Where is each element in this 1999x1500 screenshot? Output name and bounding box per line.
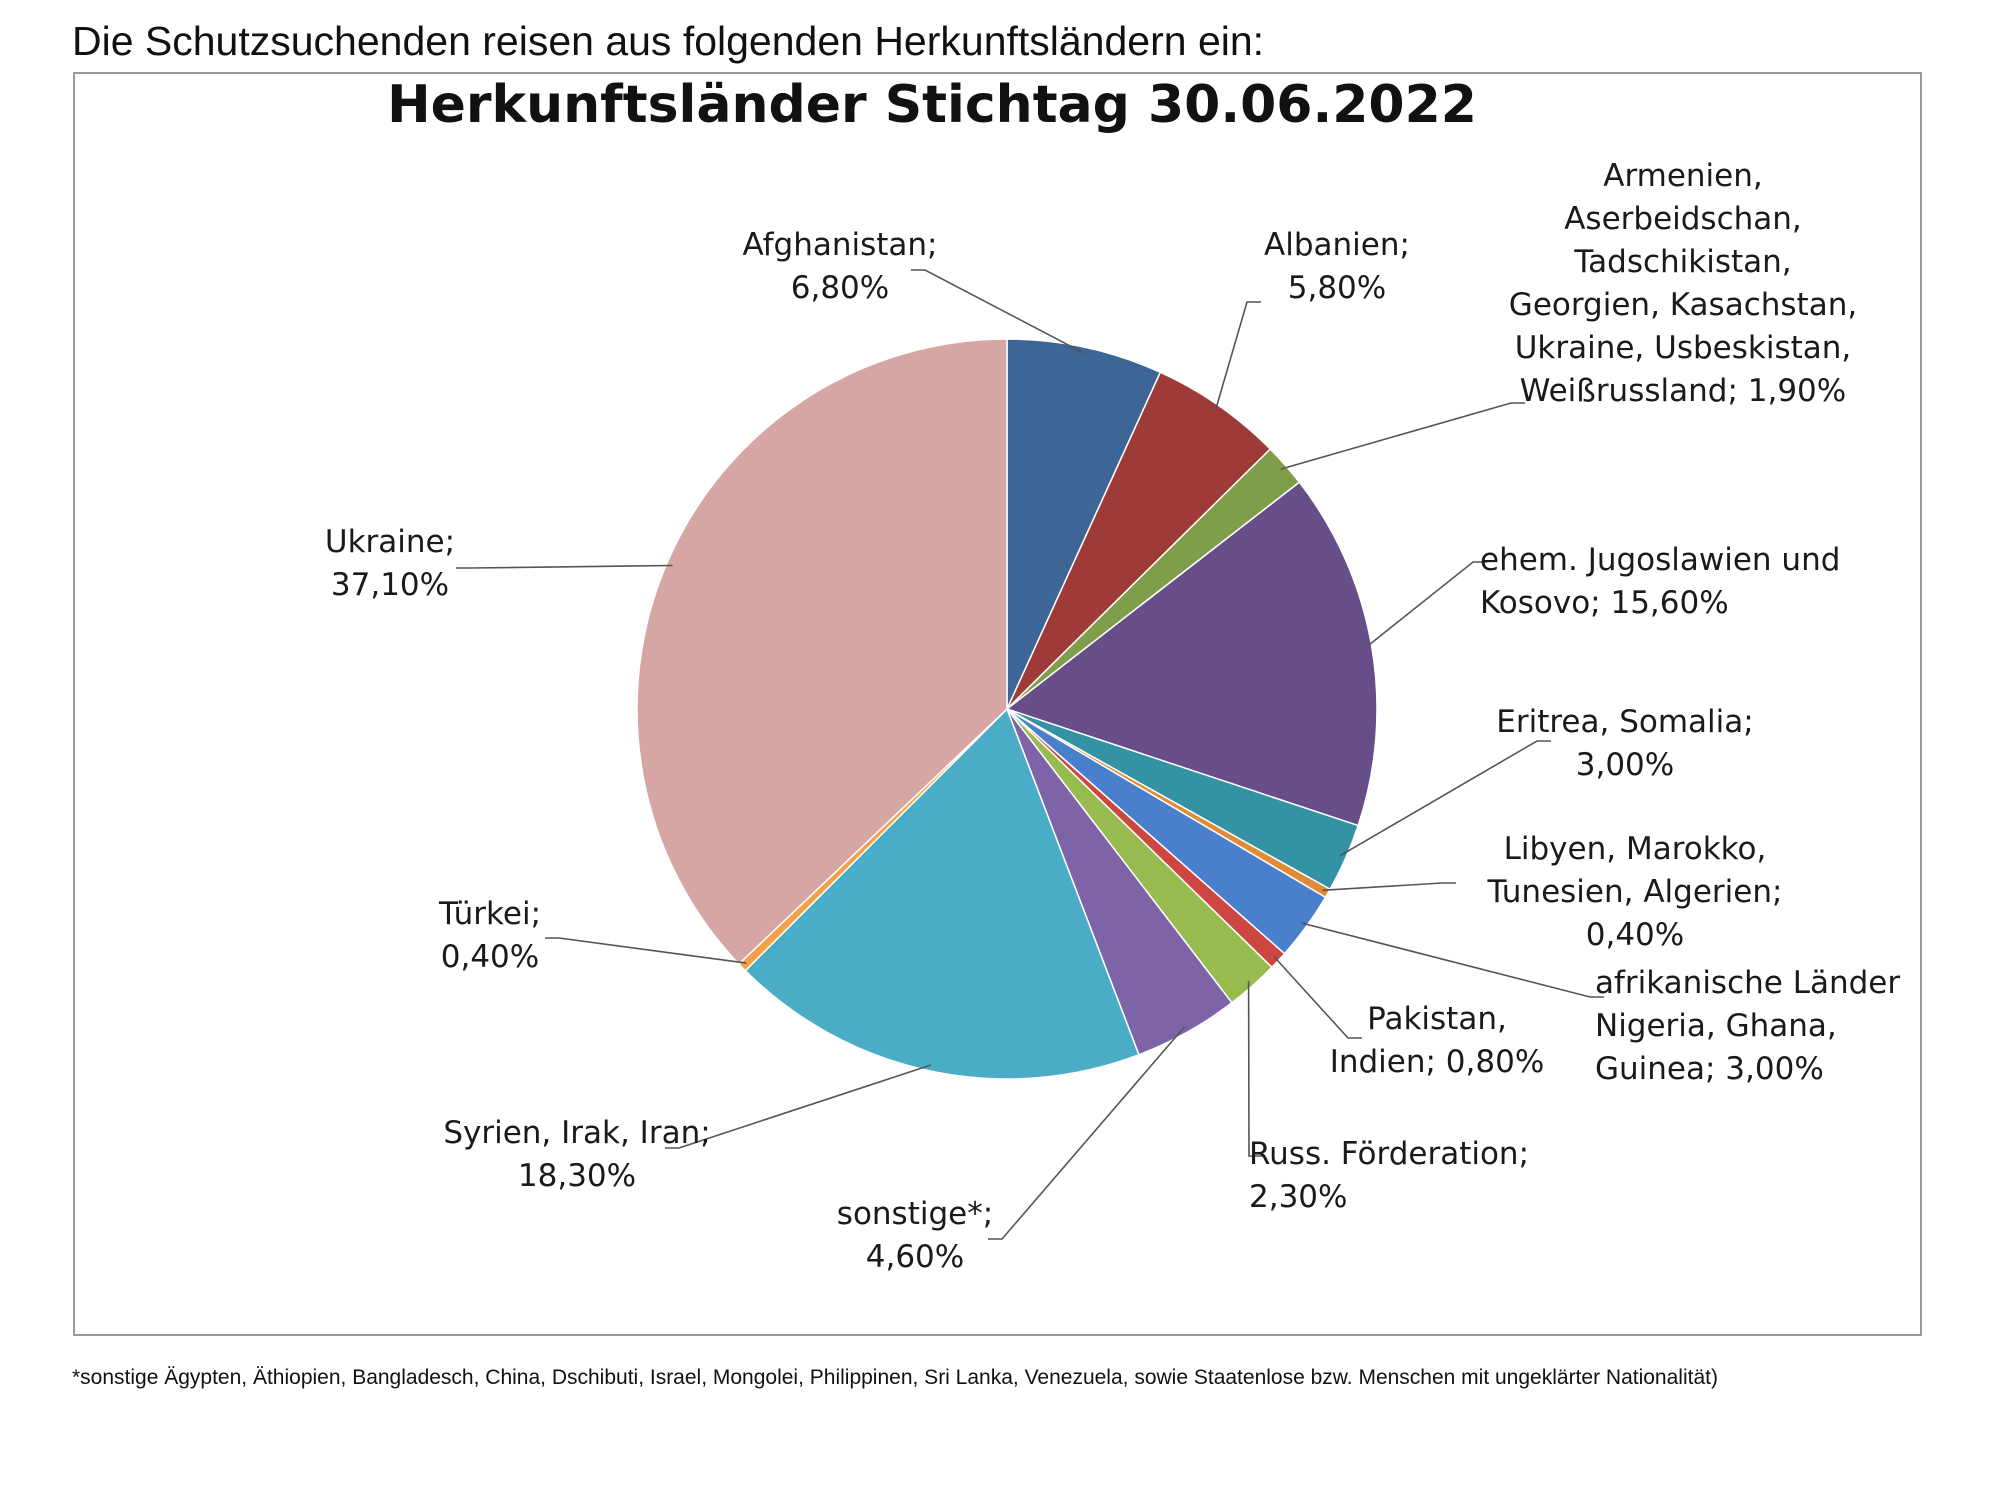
leader-line-4	[1365, 561, 1487, 649]
slice-label-11: Syrien, Irak, Iran; 18,30%	[443, 1115, 710, 1194]
leader-line-12	[545, 937, 747, 964]
slice-label-9: Russ. Förderation; 2,30%	[1249, 1136, 1529, 1215]
leader-line-13	[456, 564, 673, 569]
leader-line-1	[911, 269, 1085, 355]
slice-label-13: Ukraine; 37,10%	[325, 524, 455, 603]
leader-line-7	[1301, 922, 1604, 998]
leader-lines	[456, 269, 1604, 1240]
slice-label-5: Eritrea, Somalia; 3,00%	[1496, 704, 1753, 783]
leader-line-5	[1339, 740, 1551, 857]
pie-slices	[636, 338, 1378, 1080]
leader-line-8	[1273, 955, 1362, 1039]
intro-text: Die Schutzsuchenden reisen aus folgenden…	[72, 18, 1265, 64]
pie-slice-1	[1006, 338, 1162, 710]
slice-label-8: Pakistan, Indien; 0,80%	[1330, 1001, 1545, 1080]
pie-slice-13	[636, 338, 1008, 966]
pie-chart: Herkunftsländer Stichtag 30.06.2022 Afgh…	[325, 75, 1900, 1275]
slice-label-3: Armenien, Aserbeidschan, Tadschikistan, Geo…	[1509, 158, 1857, 409]
leader-line-6	[1322, 882, 1456, 892]
leader-line-3	[1280, 402, 1525, 470]
slice-label-6: Libyen, Marokko, Tunesien, Algerien; 0,40%	[1487, 831, 1783, 953]
slice-label-2: Albanien; 5,80%	[1264, 227, 1410, 306]
leader-line-11	[665, 1064, 932, 1149]
slice-label-1: Afghanistan; 6,80%	[743, 227, 938, 306]
pie-slice-4	[1005, 481, 1378, 827]
slice-label-12: Türkei; 0,40%	[438, 896, 541, 975]
slice-label-10: sonstige*; 4,60%	[837, 1196, 993, 1275]
chart-frame: Herkunftsländer Stichtag 30.06.2022 Afgh…	[73, 72, 1922, 1336]
slice-label-7: afrikanische Länder Nigeria, Ghana, Guinea…	[1595, 965, 1900, 1087]
leader-line-10	[988, 1026, 1186, 1240]
slice-label-4: ehem. Jugoslawien und Kosovo; 15,60%	[1480, 542, 1840, 621]
pie-slice-11	[744, 707, 1140, 1080]
footnote: *sonstige Ägypten, Äthiopien, Bangladesc…	[72, 1366, 1718, 1389]
leader-line-2	[1214, 301, 1261, 411]
data-labels: Afghanistan; 6,80% Albanien; 5,80% Armenien,…	[325, 158, 1900, 1275]
leader-line-9	[1247, 981, 1263, 1157]
chart-title: Herkunftsländer Stichtag 30.06.2022	[387, 75, 1477, 135]
pie-slice-2	[1006, 371, 1272, 710]
